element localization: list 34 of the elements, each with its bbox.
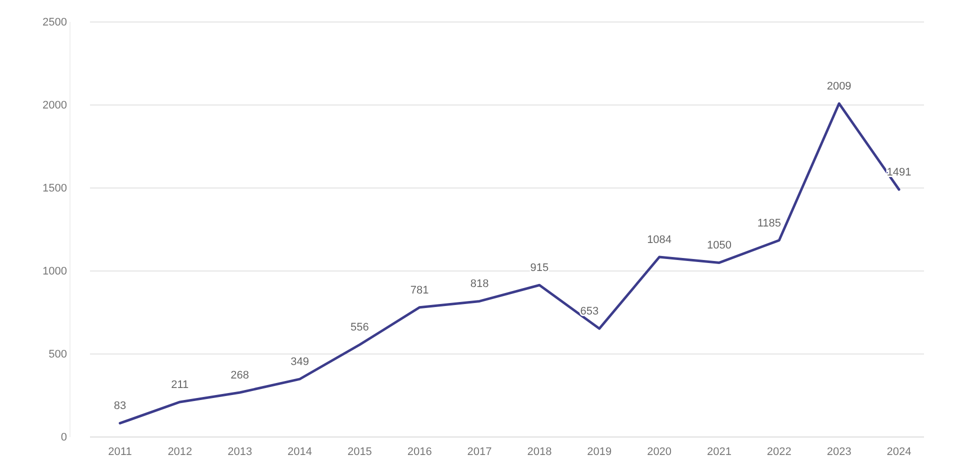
data-label: 349 xyxy=(290,356,309,368)
y-tick-label: 0 xyxy=(60,432,67,444)
data-label: 556 xyxy=(350,322,369,334)
y-tick-label: 2000 xyxy=(42,100,67,112)
data-label: 915 xyxy=(530,262,549,274)
data-label: 83 xyxy=(114,400,126,412)
data-label: 1185 xyxy=(757,217,781,230)
x-tick-label: 2017 xyxy=(467,446,492,458)
x-tick-label: 2015 xyxy=(347,446,372,458)
x-tick-label: 2016 xyxy=(407,446,432,458)
x-tick-label: 2014 xyxy=(288,446,312,458)
x-tick-label: 2013 xyxy=(228,446,252,458)
x-tick-label: 2022 xyxy=(766,446,792,458)
x-tick-label: 2011 xyxy=(108,446,132,458)
x-tick-label: 2018 xyxy=(527,446,552,458)
data-label: 818 xyxy=(470,278,489,290)
y-tick-label: 2500 xyxy=(42,16,67,29)
x-tick-label: 2019 xyxy=(587,446,612,458)
y-tick-label: 500 xyxy=(48,348,67,361)
data-label: 781 xyxy=(410,284,429,296)
data-label: 2009 xyxy=(826,80,852,93)
y-tick-label: 1000 xyxy=(42,266,67,278)
x-tick-label: 2024 xyxy=(886,446,912,458)
data-label: 653 xyxy=(580,306,599,318)
x-tick-label: 2023 xyxy=(826,446,852,458)
y-tick-label: 1500 xyxy=(42,182,67,195)
data-label: 1491 xyxy=(886,166,912,178)
x-tick-label: 2012 xyxy=(168,446,192,458)
data-label: 1050 xyxy=(706,240,732,252)
data-label: 211 xyxy=(171,378,189,391)
data-label: 268 xyxy=(230,370,250,382)
data-label: 1084 xyxy=(647,234,672,246)
x-tick-label: 2020 xyxy=(647,446,672,458)
x-tick-label: 2021 xyxy=(706,446,732,458)
